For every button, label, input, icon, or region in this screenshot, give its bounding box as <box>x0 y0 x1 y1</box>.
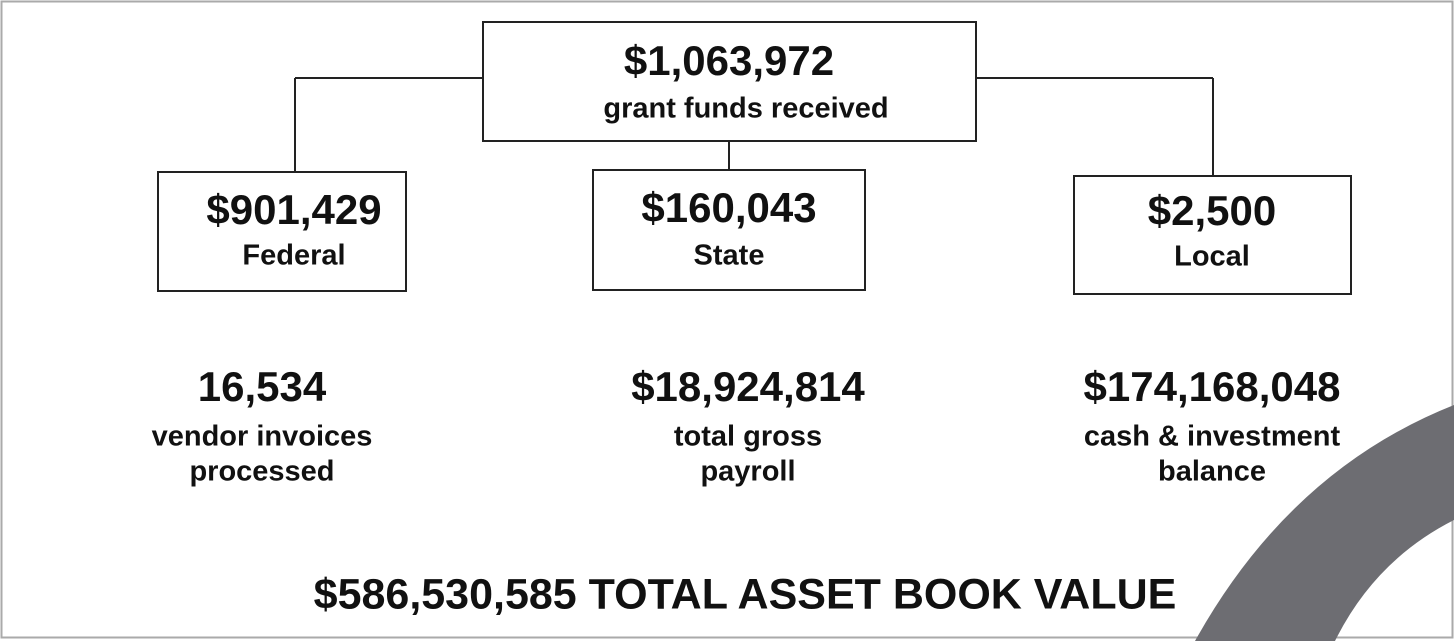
stat-label: vendor invoices <box>152 421 373 453</box>
source-label: Federal <box>242 240 345 272</box>
stat-label: processed <box>189 456 334 488</box>
stat-label: payroll <box>700 456 795 488</box>
source-box <box>592 169 866 291</box>
footer-total: $586,530,585 TOTAL ASSET BOOK VALUE <box>314 570 1177 618</box>
stat-value: 16,534 <box>198 363 327 410</box>
top-value: $1,063,972 <box>624 37 834 84</box>
stat-value: $174,168,048 <box>1084 363 1341 410</box>
source-value: $901,429 <box>206 186 381 233</box>
top-box <box>482 21 977 142</box>
source-label: Local <box>1174 241 1250 273</box>
source-value: $160,043 <box>641 184 816 231</box>
source-box <box>157 171 407 292</box>
source-box <box>1073 175 1352 295</box>
decor-arc <box>1195 405 1454 641</box>
stat-label: cash & investment <box>1084 421 1341 453</box>
source-label: State <box>694 240 765 272</box>
stat-label: balance <box>1158 456 1266 488</box>
stat-label: total gross <box>674 421 822 453</box>
top-label: grant funds received <box>603 93 888 125</box>
stat-value: $18,924,814 <box>631 363 865 410</box>
source-value: $2,500 <box>1148 187 1276 234</box>
